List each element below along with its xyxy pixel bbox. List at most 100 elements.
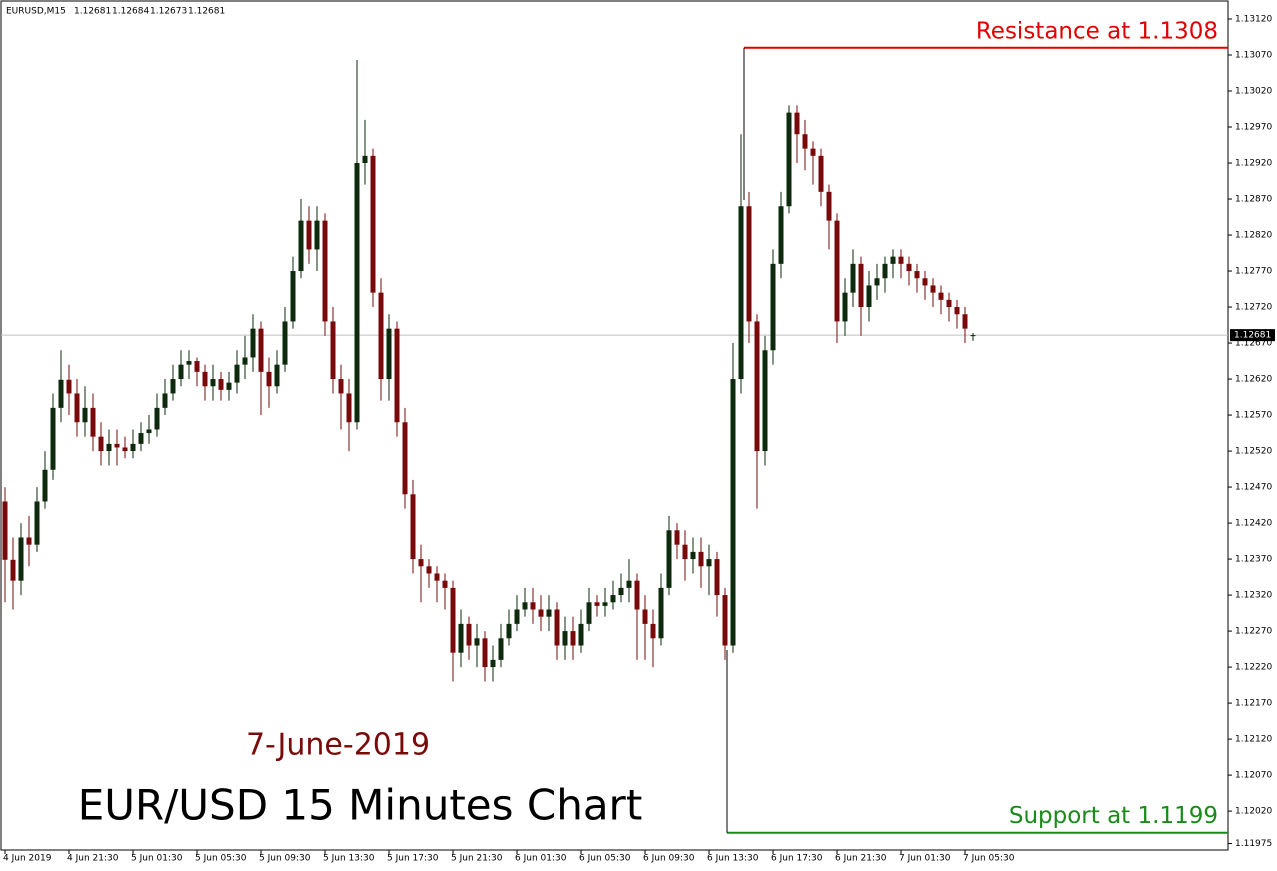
y-tick-label: 1.12620: [1235, 375, 1272, 385]
candle-body: [170, 379, 176, 394]
level-label: Support at 1.1199: [1009, 803, 1218, 829]
candle-body: [586, 602, 592, 624]
candle-body: [746, 206, 752, 322]
candle-body: [290, 271, 296, 322]
candle-body: [346, 393, 352, 423]
symbol-label: EURUSD,M15: [6, 7, 66, 17]
candle-body: [818, 155, 824, 192]
candle-body: [842, 292, 848, 322]
candle-body: [618, 587, 624, 596]
y-tick-label: 1.12920: [1235, 159, 1272, 169]
candle-body: [146, 429, 152, 434]
candle-body: [890, 256, 896, 264]
candle-body: [330, 321, 336, 380]
candle-body: [954, 307, 960, 315]
x-tick-label: 6 Jun 01:30: [515, 854, 567, 864]
candle-body: [90, 407, 96, 437]
candle-body: [898, 256, 904, 264]
candle-body: [730, 379, 736, 646]
candle-body: [410, 494, 416, 560]
candle-body: [402, 422, 408, 495]
chart-subtitle: 7-June-2019: [246, 728, 430, 763]
candle-body: [458, 623, 464, 653]
candle-body: [42, 469, 48, 502]
last-low: 1.12673: [150, 7, 187, 17]
candle-body: [194, 361, 200, 372]
candle-body: [850, 263, 856, 293]
chart-title: EUR/USD 15 Minutes Chart: [78, 781, 643, 830]
candle-body: [866, 285, 872, 308]
candle-body: [562, 631, 568, 646]
y-tick-label: 1.12470: [1235, 483, 1272, 493]
candle-body: [226, 382, 232, 390]
candle-body: [938, 292, 944, 300]
plot-area: [0, 0, 1229, 851]
candle-body: [98, 436, 104, 452]
candle-body: [698, 551, 704, 567]
y-tick-label: 1.12370: [1235, 555, 1272, 565]
candle-body: [122, 447, 128, 452]
candle-body: [794, 112, 800, 135]
x-tick-label: 5 Jun 21:30: [451, 854, 503, 864]
candle-body: [10, 559, 16, 581]
candle-body: [186, 361, 192, 365]
candle-body: [578, 623, 584, 646]
x-tick-label: 6 Jun 17:30: [771, 854, 823, 864]
candle-body: [714, 559, 720, 596]
y-tick-label: 1.12570: [1235, 411, 1272, 421]
candle-body: [282, 321, 288, 365]
candle-body: [178, 364, 184, 380]
candle-body: [466, 623, 472, 646]
candle-body: [802, 134, 808, 149]
candle-body: [114, 443, 120, 448]
candle-body: [250, 328, 256, 358]
candle-body: [298, 220, 304, 272]
candle-body: [882, 263, 888, 279]
y-tick-label: 1.12120: [1235, 735, 1272, 745]
candle-body: [914, 271, 920, 279]
candle-body: [602, 602, 608, 606]
y-tick-label: 1.12820: [1235, 231, 1272, 241]
candle-body: [530, 602, 536, 610]
candle-body: [514, 609, 520, 624]
candle-body: [50, 407, 56, 470]
candle-body: [106, 443, 112, 452]
candle-body: [482, 638, 488, 668]
x-tick-label: 6 Jun 09:30: [643, 854, 695, 864]
candle-body: [554, 609, 560, 646]
y-tick-label: 1.12870: [1235, 195, 1272, 205]
y-tick-label: 1.12020: [1235, 807, 1272, 817]
candle-body: [266, 371, 272, 387]
y-tick-label: 1.12670: [1235, 339, 1272, 349]
last-high: 1.12684: [112, 7, 149, 17]
candle-body: [786, 112, 792, 207]
y-tick-label: 1.11975: [1235, 839, 1272, 849]
candle-body: [386, 328, 392, 380]
candle-body: [754, 321, 760, 452]
candle-body: [138, 433, 144, 444]
candle-body: [218, 379, 224, 390]
x-tick-label: 5 Jun 01:30: [131, 854, 183, 864]
candle-body: [922, 278, 928, 286]
candle-body: [322, 220, 328, 322]
candle-body: [538, 609, 544, 617]
x-tick-label: 4 Jun 21:30: [67, 854, 119, 864]
candle-body: [610, 595, 616, 603]
candle-body: [2, 501, 8, 560]
candle-body: [474, 638, 480, 646]
candle-body: [826, 191, 832, 221]
candle-body: [706, 559, 712, 567]
x-tick-label: 5 Jun 17:30: [387, 854, 439, 864]
candle-body: [154, 407, 160, 430]
candle-body: [450, 587, 456, 653]
y-tick-label: 1.13020: [1235, 87, 1272, 97]
candle-body: [930, 285, 936, 293]
candle-body: [506, 623, 512, 639]
candle-body: [946, 299, 952, 308]
candle-body: [202, 371, 208, 387]
candle-body: [778, 206, 784, 264]
x-tick-label: 6 Jun 21:30: [835, 854, 887, 864]
y-tick-label: 1.13070: [1235, 51, 1272, 61]
level-label: Resistance at 1.1308: [976, 18, 1218, 44]
candle-body: [442, 580, 448, 588]
